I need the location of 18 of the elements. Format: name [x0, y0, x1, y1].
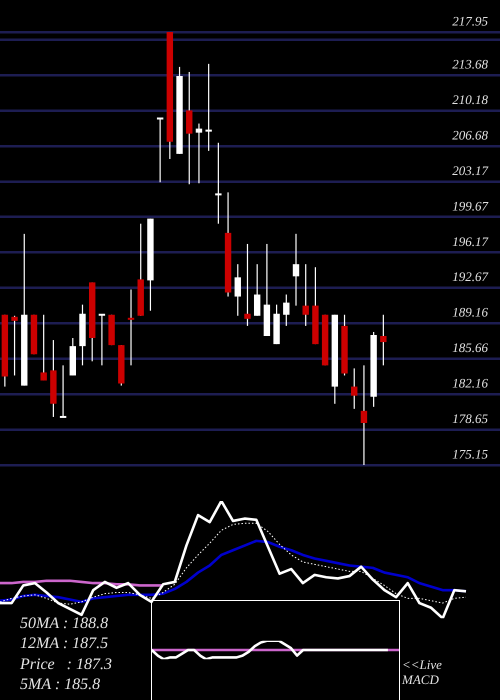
- y-tick-label: 182.16: [452, 376, 488, 391]
- text: Price : 187.3: [20, 654, 112, 675]
- y-tick-label: 210.18: [452, 92, 488, 108]
- y-tick-label: 185.66: [452, 340, 488, 356]
- y-tick-label: 206.68: [452, 127, 488, 142]
- y-tick-label: 192.67: [452, 269, 488, 284]
- text: 12MA : 187.5: [20, 634, 108, 654]
- y-tick-label: 203.17: [452, 162, 488, 178]
- y-tick-label: 196.17: [452, 234, 488, 249]
- y-tick-label: 199.67: [452, 198, 488, 214]
- y-tick-label: 189.16: [452, 304, 488, 320]
- annotation: 50MA : 188.8: [20, 614, 108, 634]
- y-tick-label: 217.95: [452, 13, 488, 28]
- y-tick-label: 213.68: [452, 56, 488, 72]
- y-tick-label: 175.15: [452, 446, 488, 462]
- annotation: <<Live MACD: [402, 657, 442, 687]
- y-tick-label: 178.65: [452, 411, 488, 426]
- text: 5MA : 185.8: [20, 674, 100, 695]
